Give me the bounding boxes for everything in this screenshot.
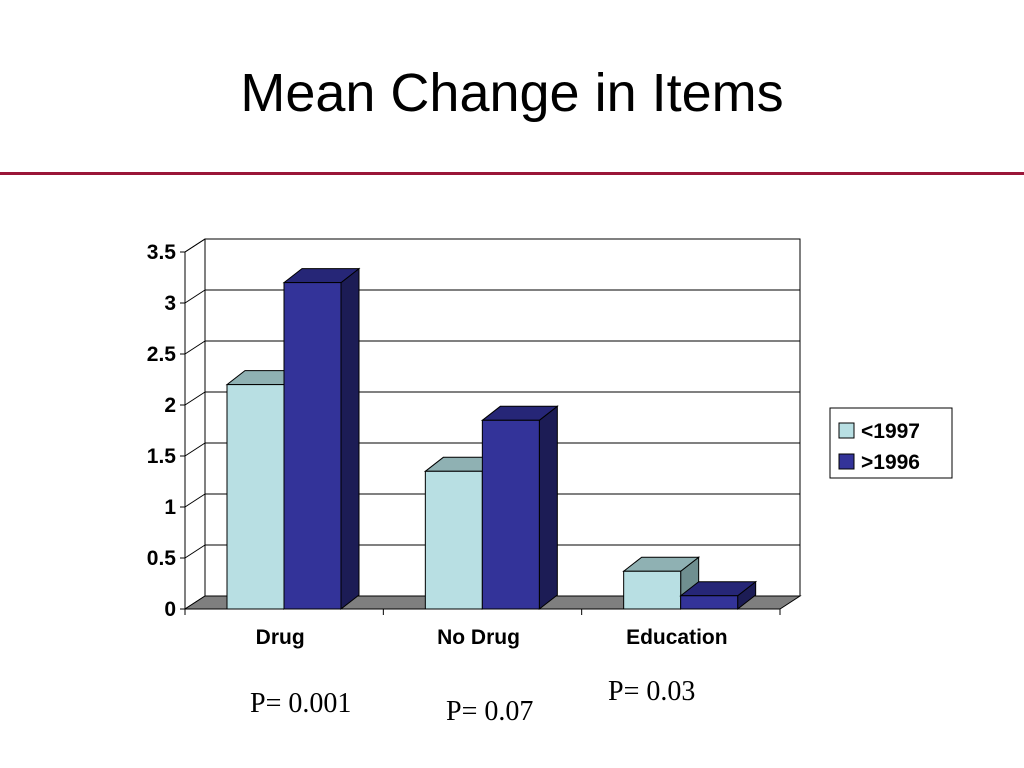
p-value-education: P= 0.03 bbox=[608, 676, 696, 707]
bar-side bbox=[538, 405, 558, 611]
bar bbox=[481, 419, 540, 610]
slide-title: Mean Change in Items bbox=[240, 63, 784, 123]
side-gridline bbox=[184, 289, 206, 304]
bar bbox=[680, 595, 739, 610]
bar bbox=[226, 384, 285, 610]
y-tick-label: 2.5 bbox=[147, 343, 177, 366]
bar bbox=[283, 282, 342, 610]
bar bbox=[424, 470, 483, 610]
y-tick-label: 0 bbox=[164, 598, 176, 621]
plot-side-wall bbox=[184, 238, 206, 609]
side-gridline bbox=[184, 340, 206, 355]
x-tick-label: Drug bbox=[256, 626, 305, 649]
legend-swatch bbox=[838, 422, 855, 439]
y-tick-label: 1 bbox=[164, 496, 176, 519]
y-tick-label: 3 bbox=[164, 292, 176, 315]
p-value-drug: P= 0.001 bbox=[250, 688, 352, 719]
y-tick-label: 2 bbox=[164, 394, 176, 417]
side-gridline bbox=[184, 544, 206, 559]
legend-swatch bbox=[838, 453, 855, 470]
p-value-no-drug: P= 0.07 bbox=[446, 696, 534, 727]
bar-side bbox=[340, 267, 360, 611]
side-gridline bbox=[184, 442, 206, 457]
title-divider bbox=[0, 172, 1024, 175]
legend-label: >1996 bbox=[861, 451, 920, 474]
bar bbox=[623, 570, 682, 610]
x-tick-label: Education bbox=[626, 626, 728, 649]
y-tick-label: 0.5 bbox=[147, 547, 177, 570]
side-gridline bbox=[184, 391, 206, 406]
y-tick-label: 3.5 bbox=[147, 241, 177, 264]
y-tick-label: 1.5 bbox=[147, 445, 177, 468]
legend-label: <1997 bbox=[861, 420, 920, 443]
side-gridline bbox=[184, 493, 206, 508]
x-tick-label: No Drug bbox=[437, 626, 520, 649]
